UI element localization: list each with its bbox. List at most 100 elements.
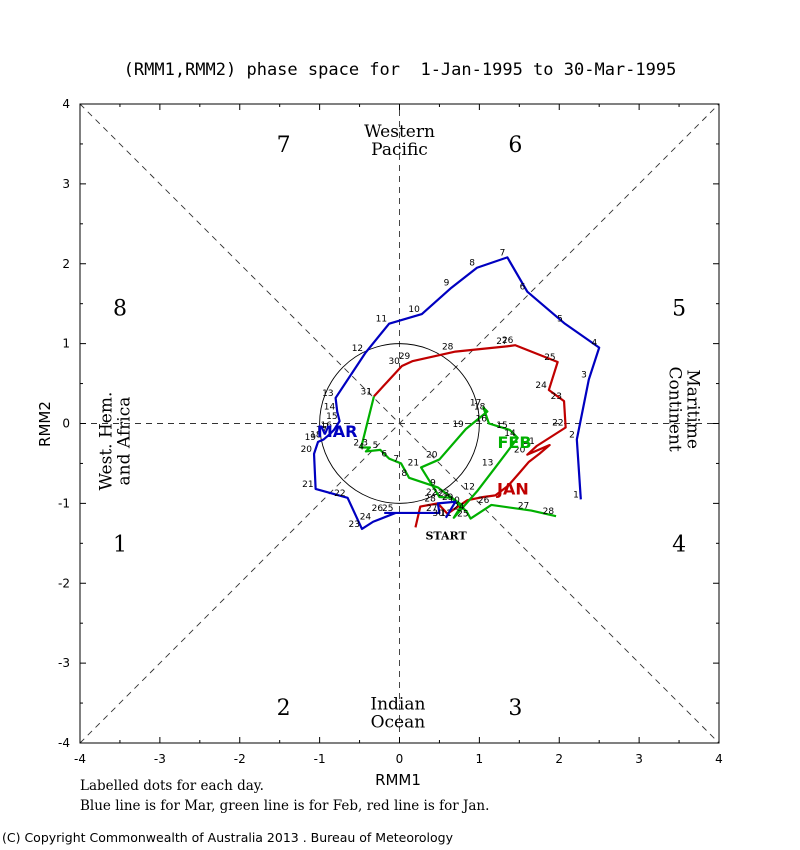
day-label: 15 [496, 421, 507, 431]
phase-label: 6 [508, 133, 522, 158]
unit-circle [319, 343, 480, 504]
day-label: 1 [366, 387, 372, 397]
day-label: 8 [469, 259, 475, 269]
region-label-line: and Africa [114, 397, 134, 486]
region-label: West. Hem.and Africa [96, 392, 134, 491]
y-tick-label: 3 [62, 177, 70, 191]
day-label: 15 [326, 412, 337, 422]
series-line-feb [360, 396, 557, 520]
day-label: 16 [321, 421, 333, 431]
day-label: 9 [430, 478, 436, 488]
day-label: 23 [438, 489, 449, 499]
phase-label: 2 [277, 696, 291, 721]
month-label-jan: JAN [496, 479, 529, 498]
series-line-jan [373, 344, 567, 528]
day-label: 8 [401, 469, 407, 479]
day-label: 5 [557, 315, 563, 325]
x-tick-label: 3 [635, 752, 643, 766]
day-label: 20 [514, 446, 526, 456]
series-line-mar [312, 256, 601, 531]
month-label-mar: MAR [317, 422, 358, 441]
day-label: 22 [426, 488, 437, 498]
day-label: 25 [544, 353, 555, 363]
day-label: 4 [358, 442, 364, 452]
day-label: 26 [478, 496, 490, 506]
chart-guides [79, 103, 720, 744]
y-tick-label: 1 [62, 337, 70, 351]
phase-label: 7 [277, 133, 291, 158]
day-label: 26 [502, 336, 514, 346]
day-label: 5 [373, 441, 379, 451]
region-label-line: Continent [665, 366, 685, 451]
day-label: 27 [496, 337, 507, 347]
copyright-notice: (C) Copyright Commonwealth of Australia … [2, 830, 453, 845]
day-label: 29 [399, 352, 411, 362]
day-label: 4 [591, 339, 597, 349]
day-label: 12 [464, 482, 475, 492]
x-tick-label: 0 [396, 752, 404, 766]
day-label: 17 [470, 399, 481, 409]
day-label: 17 [316, 426, 327, 436]
start-label: START [425, 529, 467, 542]
y-tick-label: -2 [58, 576, 70, 590]
x-tick-label: -4 [74, 752, 86, 766]
day-label: 28 [442, 343, 454, 353]
day-label: 19 [452, 420, 464, 430]
phase-label: 3 [508, 696, 522, 721]
x-tick-label: -2 [234, 752, 246, 766]
region-label-line: West. Hem. [96, 392, 116, 491]
region-label-line: Western [364, 122, 435, 142]
day-label: 21 [302, 480, 313, 490]
day-label: 7 [500, 248, 506, 258]
day-label: 24 [535, 381, 547, 391]
y-tick-label: -1 [58, 496, 70, 510]
day-label: 3 [362, 438, 368, 448]
region-label-line: Ocean [371, 713, 426, 733]
day-label: 18 [474, 403, 486, 413]
day-label: 10 [408, 305, 420, 315]
x-tick-label: 4 [715, 752, 723, 766]
region-label-line: Maritime [683, 369, 703, 449]
day-label: 9 [444, 279, 450, 289]
phase-label: 1 [113, 532, 127, 557]
day-label: 1 [573, 490, 579, 500]
chart-title: (RMM1,RMM2) phase space for 1-Jan-1995 t… [124, 60, 677, 80]
phase-label: 5 [672, 297, 686, 322]
day-label: 21 [408, 458, 419, 468]
y-tick-label: -3 [58, 656, 70, 670]
day-label: 18 [310, 430, 322, 440]
day-label: 3 [581, 371, 587, 381]
day-label: 31 [360, 387, 371, 397]
region-label-line: Pacific [371, 140, 428, 160]
month-label-feb: FEB [497, 433, 531, 452]
region-label-line: Indian [370, 695, 425, 715]
day-label: 22 [552, 418, 563, 428]
day-label: 2 [353, 438, 359, 448]
day-label: 2 [569, 430, 575, 440]
day-label: 11 [440, 509, 451, 519]
day-label: 24 [453, 502, 465, 512]
x-tick-label: 1 [476, 752, 484, 766]
day-label: 24 [360, 513, 372, 523]
phase-label: 8 [113, 297, 127, 322]
x-axis-label: RMM1 [375, 771, 421, 789]
day-label: 30 [388, 357, 400, 367]
day-label: 22 [334, 489, 345, 499]
day-label: 25 [457, 510, 468, 520]
footer-note-1: Labelled dots for each day. [80, 778, 264, 794]
day-label: 6 [520, 283, 526, 293]
day-label: 20 [426, 450, 438, 460]
day-label: 23 [551, 392, 562, 402]
day-label: 25 [382, 504, 393, 514]
day-label: 13 [482, 458, 493, 468]
day-label: 21 [523, 437, 534, 447]
day-label: 7 [393, 454, 399, 464]
y-tick-label: 0 [62, 417, 70, 431]
y-tick-label: -4 [58, 736, 70, 750]
day-label: 30 [432, 509, 444, 519]
